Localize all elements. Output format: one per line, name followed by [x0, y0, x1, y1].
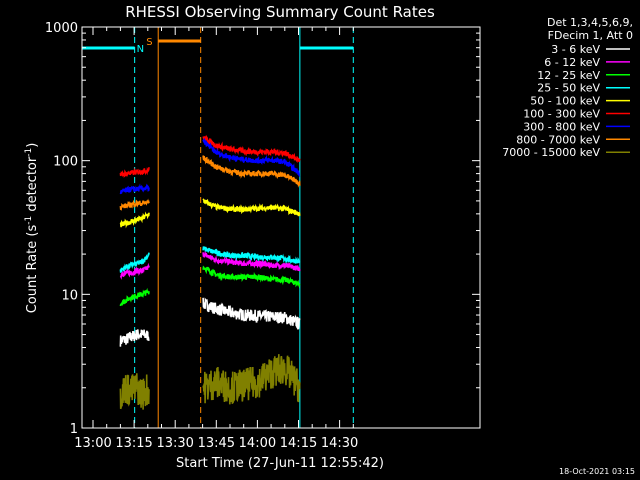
- chart-title: RHESSI Observing Summary Count Rates: [125, 3, 435, 21]
- legend-label-4: 50 - 100 keV: [530, 95, 600, 108]
- legend-label-3: 25 - 50 keV: [537, 82, 600, 95]
- series-6: [119, 137, 301, 195]
- x-tick-label-2: 13:30: [156, 436, 193, 451]
- axes-layer: 1 10 100 1000 13:00 13:15 13:30 13:45 14:00 14:15…: [45, 21, 481, 451]
- series-7-segment-1: [202, 155, 301, 188]
- series-8: [119, 354, 301, 410]
- y-tick-label-1: 10: [61, 288, 78, 303]
- legend-label-5: 100 - 300 keV: [523, 108, 600, 121]
- y-tick-label-2: 100: [53, 155, 78, 170]
- y-tick-label-3: 1000: [45, 21, 78, 36]
- series-6-segment-1: [202, 137, 301, 177]
- series-layer: [119, 134, 301, 410]
- x-tick-label-5: 14:15: [280, 436, 317, 451]
- legend-header-line-2: FDecim 1, Att 0: [548, 29, 633, 42]
- legend-label-8: 7000 - 15000 keV: [502, 146, 600, 159]
- x-axis-label: Start Time (27-Jun-11 12:55:42): [176, 456, 384, 471]
- series-2-segment-0: [119, 287, 150, 307]
- night-label-0: N: [137, 44, 144, 55]
- series-7: [119, 155, 301, 211]
- series-3-segment-0: [119, 252, 150, 273]
- series-0: [119, 297, 301, 347]
- series-0-segment-1: [202, 297, 301, 331]
- x-tick-label-1: 13:15: [115, 436, 152, 451]
- series-2: [119, 265, 301, 307]
- series-5: [119, 134, 301, 178]
- series-4-segment-1: [202, 198, 301, 217]
- y-axis-label: Count Rate (s-1 detector-1): [24, 143, 40, 314]
- y-tick-label-0: 1: [70, 422, 78, 437]
- legend-header-line-1: Det 1,3,4,5,6,9,: [547, 16, 633, 29]
- legend-label-2: 12 - 25 keV: [537, 69, 600, 82]
- series-5-segment-1: [202, 134, 301, 163]
- x-tick-label-4: 14:00: [239, 436, 276, 451]
- x-tick-label-6: 14:30: [321, 436, 358, 451]
- series-6-segment-0: [119, 183, 150, 195]
- series-0-segment-0: [119, 329, 150, 347]
- series-2-segment-1: [202, 265, 301, 289]
- series-1-segment-1: [202, 250, 301, 272]
- series-7-segment-0: [119, 198, 150, 211]
- plot-frame: [81, 26, 481, 429]
- series-8-segment-1: [202, 354, 301, 405]
- series-3-segment-1: [202, 246, 301, 265]
- series-5-segment-0: [119, 167, 150, 178]
- x-tick-label-0: 13:00: [74, 436, 111, 451]
- footer-timestamp: 18-Oct-2021 03:15: [559, 467, 635, 476]
- annotations-layer: NS: [82, 27, 354, 428]
- series-4: [119, 198, 301, 229]
- series-4-segment-0: [119, 211, 150, 229]
- series-3: [119, 246, 301, 273]
- series-1-segment-0: [119, 262, 150, 280]
- legend-label-7: 800 - 7000 keV: [516, 133, 600, 146]
- saa-label-2: S: [146, 37, 152, 48]
- series-1: [119, 250, 301, 280]
- legend-label-6: 300 - 800 keV: [523, 120, 600, 133]
- x-tick-label-3: 13:45: [198, 436, 235, 451]
- legend-label-1: 6 - 12 keV: [544, 56, 600, 69]
- legend-label-0: 3 - 6 keV: [551, 43, 600, 56]
- series-8-segment-0: [119, 373, 150, 410]
